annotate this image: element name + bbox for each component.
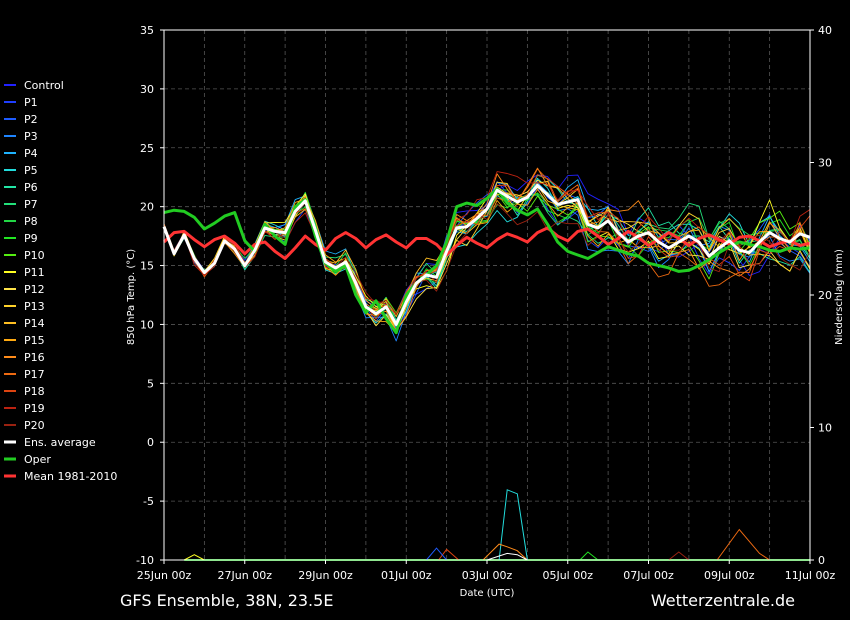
x-axis-ticks: 25Jun 00z 27Jun 00z 29Jun 00z 01Jul 00z 03Ju… (137, 560, 836, 582)
legend-label: P7 (24, 198, 38, 211)
y-tick-label: -5 (143, 495, 154, 508)
legend-label: P12 (24, 283, 45, 296)
legend-label: P1 (24, 96, 38, 109)
y-axis-label: 850 hPa Temp. (°C) (126, 249, 137, 345)
y-tick-label: -10 (136, 554, 154, 567)
precip-line (668, 551, 690, 561)
y2-tick-label: 40 (818, 24, 832, 37)
x-tick-label: 07Jul 00z (623, 569, 674, 582)
legend-label: P6 (24, 181, 38, 194)
main-lines (162, 184, 811, 335)
legend-label: P10 (24, 249, 45, 262)
y2-tick-label: 30 (818, 157, 832, 170)
member-line-p16 (163, 167, 811, 331)
legend-label: P14 (24, 317, 45, 330)
y-tick-label: 30 (140, 83, 154, 96)
y2-tick-label: 10 (818, 422, 832, 435)
x-tick-label: 27Jun 00z (218, 569, 273, 582)
series-line-mean-1981-2010 (162, 226, 811, 260)
precip-line (579, 551, 599, 561)
legend-label: P5 (24, 164, 38, 177)
legend-label: P9 (24, 232, 38, 245)
precipitation-lines (183, 489, 810, 561)
footer-source: Wetterzentrale.de (651, 591, 795, 610)
legend-label: Ens. average (24, 436, 96, 449)
legend-label: P20 (24, 419, 45, 432)
grid (163, 29, 811, 561)
y-tick-label: 5 (147, 377, 154, 390)
x-tick-label: 05Jul 00z (542, 569, 593, 582)
y2-tick-label: 0 (818, 554, 825, 567)
series-line-ens-average (162, 184, 811, 326)
legend-label: Mean 1981-2010 (24, 470, 117, 483)
left-axis-ticks: -10 -5 0 5 10 15 20 25 30 35 (136, 24, 164, 567)
y-tick-label: 35 (140, 24, 154, 37)
x-tick-label: 03Jul 00z (462, 569, 513, 582)
x-axis-label: Date (UTC) (460, 588, 515, 599)
legend-label: P11 (24, 266, 45, 279)
member-line-p15 (163, 188, 811, 333)
precip-line (498, 489, 528, 561)
x-tick-label: 25Jun 00z (137, 569, 192, 582)
right-axis-ticks: 0 10 20 30 40 (810, 24, 832, 567)
legend-label: P15 (24, 334, 45, 347)
legend-label: P19 (24, 402, 45, 415)
precip-line (438, 548, 460, 561)
precip-line (486, 552, 528, 561)
x-tick-label: 11Jul 00z (785, 569, 836, 582)
chart-title: Athens (GR) 850 hPa Temp. & Niederschlag… (161, 4, 709, 23)
y-tick-label: 25 (140, 142, 154, 155)
x-tick-label: 09Jul 00z (704, 569, 755, 582)
legend-label: P18 (24, 385, 45, 398)
member-line-p5 (163, 177, 811, 328)
legend-label: P16 (24, 351, 45, 364)
precip-line (716, 528, 770, 561)
x-tick-label: 29Jun 00z (298, 569, 353, 582)
x-tick-label: 01Jul 00z (381, 569, 432, 582)
legend-label: P3 (24, 130, 38, 143)
legend-label: Control (24, 79, 64, 92)
y2-tick-label: 20 (818, 289, 832, 302)
y-tick-label: 15 (140, 260, 154, 273)
precip-line (183, 554, 205, 561)
legend: Control P1 P2 P3 P4 P5 P6 P7 P8 P9 P10 P11 P12 P13 P14… (4, 79, 117, 483)
precip-line (426, 547, 447, 561)
legend-label: Oper (24, 453, 51, 466)
legend-label: P4 (24, 147, 38, 160)
y-tick-label: 0 (147, 436, 154, 449)
legend-label: P8 (24, 215, 38, 228)
footer-model-location: GFS Ensemble, 38N, 23.5E (120, 591, 333, 610)
legend-label: P17 (24, 368, 45, 381)
y-tick-label: 20 (140, 201, 154, 214)
precip-line (482, 543, 528, 561)
legend-label: P13 (24, 300, 45, 313)
y2-axis-label: Niederschlag (mm) (834, 249, 845, 345)
y-tick-label: 10 (140, 318, 154, 331)
legend-label: P2 (24, 113, 38, 126)
series-line-oper (163, 187, 811, 335)
